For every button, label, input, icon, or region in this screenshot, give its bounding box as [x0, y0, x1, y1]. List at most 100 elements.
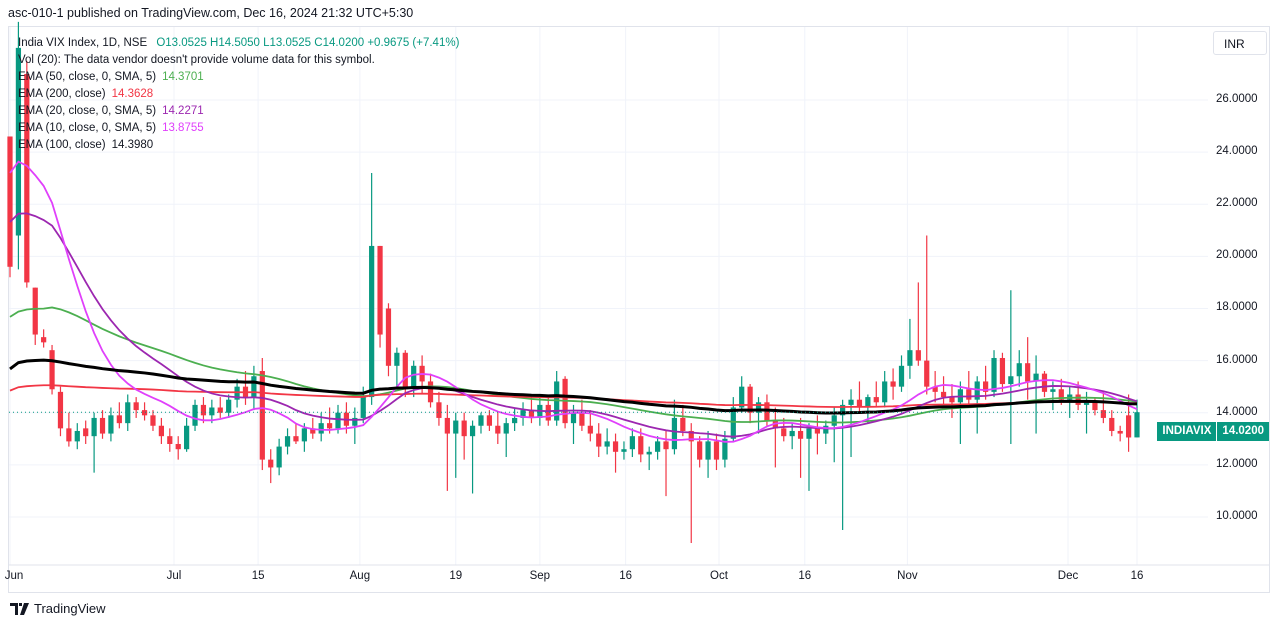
candle-body [638, 436, 644, 455]
x-tick-label: Sep [529, 570, 551, 582]
symbol-label[interactable]: India VIX Index, 1D, NSE [18, 37, 148, 49]
candle-body [688, 430, 694, 442]
candle-body [966, 389, 972, 400]
candle-body [394, 352, 400, 366]
candle-body [1075, 394, 1081, 405]
candle-body [604, 441, 610, 447]
candle-body [621, 449, 627, 452]
x-tick-label: Jul [166, 570, 182, 582]
candle-body [596, 433, 602, 447]
candle-body [856, 399, 863, 408]
y-tick-label: 26.0000 [1216, 93, 1258, 105]
candle-body [806, 428, 812, 439]
candle-body [251, 376, 257, 398]
indicator-value: 14.2271 [162, 105, 204, 117]
candle-body [755, 402, 762, 413]
candle-body [814, 428, 821, 434]
candle-body [1117, 430, 1123, 434]
candle-body [369, 245, 375, 398]
candle-body [697, 441, 703, 460]
indicator-value: 13.8755 [162, 122, 204, 134]
candle-body [200, 404, 207, 416]
candle-body [24, 73, 30, 283]
candle-body [932, 386, 938, 392]
candle-body [234, 386, 240, 400]
candle-body [125, 402, 131, 424]
indicator-row[interactable]: EMA (10, close, 0, SMA, 5) 13.8755 [18, 120, 459, 137]
candle-body [1109, 417, 1115, 431]
candle-body [116, 415, 122, 424]
indicator-row[interactable]: EMA (200, close) 14.3628 [18, 86, 459, 103]
candle-body [983, 381, 989, 392]
indicator-label: EMA (200, close) [18, 88, 106, 100]
candle-body [192, 404, 198, 426]
candle-body [882, 381, 888, 403]
candle-body [781, 428, 787, 437]
candle-body [797, 430, 804, 439]
candle-body [1092, 402, 1098, 411]
price-tag-symbol: INDIAVIX [1157, 422, 1217, 441]
candle-body [209, 407, 215, 416]
x-tick-label: 16 [619, 570, 633, 582]
tradingview-brand[interactable]: TradingView [10, 601, 106, 616]
candle-body [705, 441, 711, 460]
candle-body [730, 407, 736, 439]
indicator-row[interactable]: EMA (100, close) 14.3980 [18, 137, 459, 154]
candle-body [1041, 373, 1048, 392]
currency-button[interactable]: INR [1213, 31, 1267, 55]
candle-body [57, 391, 64, 429]
candle-body [747, 386, 753, 413]
ema-line-100 [9, 358, 1138, 415]
indicator-value: 14.3701 [162, 71, 204, 83]
candle-body [453, 420, 459, 434]
candle-body [1025, 363, 1031, 382]
candle-body [1050, 389, 1056, 392]
x-tick-label: Oct [710, 570, 728, 582]
candle-body [940, 391, 947, 398]
candle-body [217, 407, 223, 413]
candle-body [352, 417, 358, 426]
indicator-row[interactable]: EMA (50, close, 0, SMA, 5) 14.3701 [18, 69, 459, 86]
candle-body [772, 420, 778, 429]
candle-body [66, 428, 72, 442]
chart-frame [8, 26, 1270, 593]
x-tick-label: Dec [1057, 570, 1079, 582]
candle-body [411, 365, 417, 387]
candle-body [890, 381, 896, 387]
candle-body [1008, 376, 1014, 385]
candle-body [99, 417, 106, 434]
candle-body [108, 415, 114, 434]
x-tick-label: 16 [1130, 570, 1144, 582]
candle-body [1058, 389, 1064, 400]
candle-body [713, 441, 720, 460]
candle-body [1134, 412, 1140, 438]
indicator-label: EMA (10, close, 0, SMA, 5) [18, 122, 157, 134]
candle-body [1100, 410, 1106, 418]
indicator-value: 14.3628 [111, 88, 154, 100]
candle-body [999, 357, 1006, 385]
y-tick-label: 14.0000 [1216, 405, 1258, 418]
volume-note[interactable]: Vol (20): The data vendor doesn't provid… [18, 54, 375, 66]
ema-line-50 [9, 306, 1138, 424]
candle-body [184, 425, 190, 450]
candle-body [722, 438, 728, 460]
candle-body [974, 381, 980, 400]
y-tick-label: 12.0000 [1216, 457, 1258, 470]
x-tick-label: 15 [251, 570, 265, 582]
x-tick-label: Nov [897, 570, 918, 582]
indicator-row[interactable]: EMA (20, close, 0, SMA, 5) 14.2271 [18, 103, 459, 120]
candle-body [789, 430, 795, 437]
candle-body [831, 415, 837, 426]
brand-name: TradingView [34, 601, 106, 616]
candle-body [1016, 363, 1022, 377]
indicator-label: EMA (50, close, 0, SMA, 5) [18, 71, 157, 83]
x-tick-label: Jun [4, 570, 24, 582]
y-tick-label: 20.0000 [1216, 249, 1258, 262]
candle-body [924, 360, 930, 387]
candle-body [587, 425, 593, 434]
candle-body [949, 397, 955, 403]
candle-body [503, 423, 509, 434]
candle-body [469, 425, 476, 437]
